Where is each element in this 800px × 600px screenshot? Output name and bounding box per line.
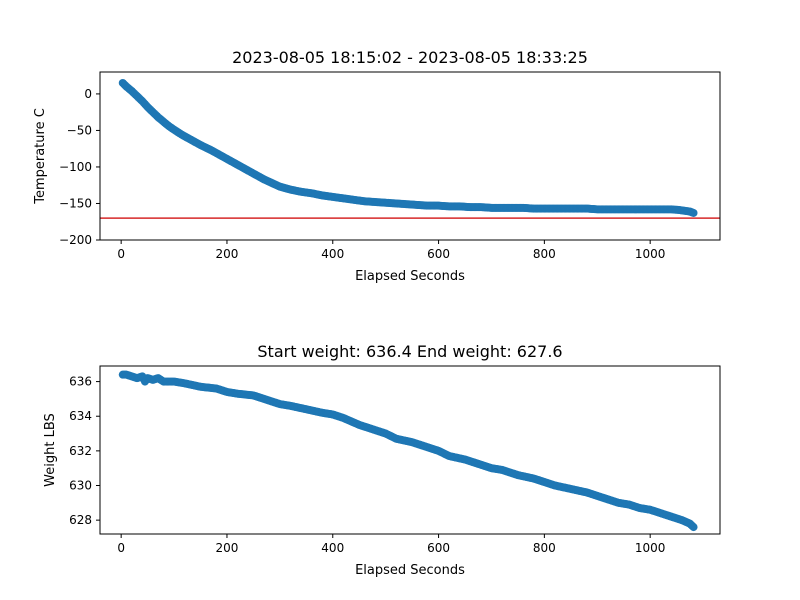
y-tick-label: 634 (69, 409, 92, 423)
x-tick-label: 0 (117, 247, 125, 261)
x-tick-label: 400 (321, 541, 344, 555)
y-tick-label: 636 (69, 375, 92, 389)
data-point (689, 523, 698, 532)
x-tick-label: 0 (117, 541, 125, 555)
x-tick-label: 800 (533, 247, 556, 261)
x-tick-label: 1000 (635, 541, 666, 555)
temperature-chart-title: 2023-08-05 18:15:02 - 2023-08-05 18:33:2… (232, 48, 588, 67)
y-tick-label: −200 (59, 233, 92, 247)
temperature-y-axis-label: Temperature C (33, 108, 48, 205)
y-tick-label: −150 (59, 196, 92, 210)
y-tick-label: 630 (69, 479, 92, 493)
weight-x-axis-label: Elapsed Seconds (355, 563, 465, 578)
x-tick-label: 200 (216, 541, 239, 555)
y-tick-label: 0 (84, 87, 92, 101)
y-tick-label: −100 (59, 160, 92, 174)
temperature-series (118, 78, 698, 217)
x-tick-label: 600 (427, 247, 450, 261)
temperature-x-axis-label: Elapsed Seconds (355, 269, 465, 284)
x-tick-label: 400 (321, 247, 344, 261)
weight-y-axis-label: Weight LBS (43, 413, 58, 487)
x-tick-label: 800 (533, 541, 556, 555)
weight-chart-title: Start weight: 636.4 End weight: 627.6 (257, 342, 562, 361)
weight-plot-frame (99, 365, 721, 535)
weight-series (118, 370, 698, 532)
y-tick-label: 632 (69, 444, 92, 458)
weight-chart: 0 200 400 600 800 1000 628 630 632 634 636 Start we… (43, 342, 721, 578)
x-tick-label: 200 (216, 247, 239, 261)
y-tick-label: −50 (67, 123, 92, 137)
temperature-chart: 0 200 400 600 800 1000 −200 −150 −100 −50 0 2023-08… (33, 48, 721, 284)
data-point (689, 208, 698, 217)
y-tick-label: 628 (69, 513, 92, 527)
temperature-plot-frame (99, 71, 721, 241)
x-tick-label: 1000 (635, 247, 666, 261)
x-tick-label: 600 (427, 541, 450, 555)
